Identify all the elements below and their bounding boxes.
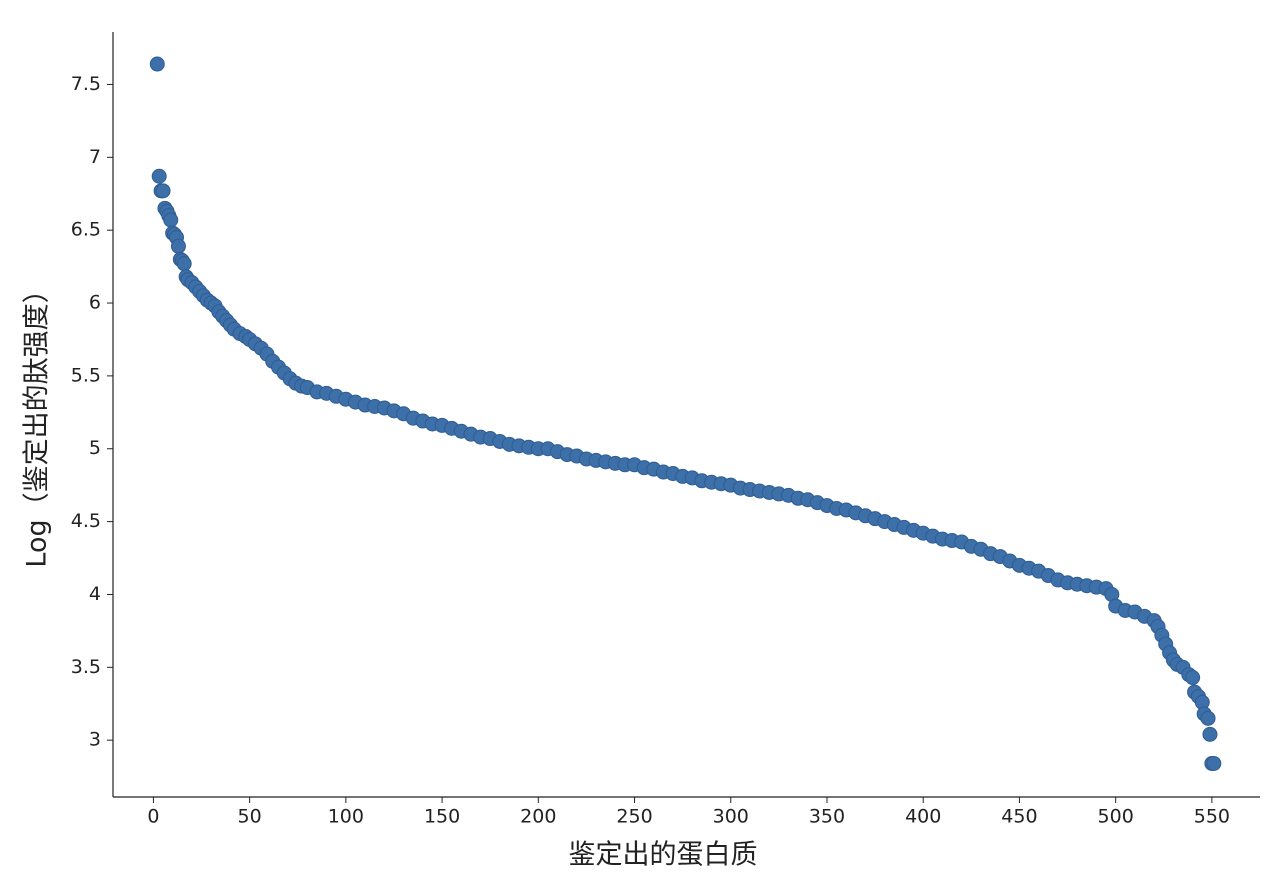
x-tick-label: 0 [147, 806, 159, 828]
y-tick-label: 5 [89, 437, 101, 459]
point [149, 56, 165, 72]
y-tick-label: 6.5 [71, 219, 101, 241]
y-tick-label: 6 [89, 292, 101, 314]
point [1202, 726, 1218, 742]
y-tick-label: 7.5 [71, 73, 101, 95]
y-tick-label: 5.5 [71, 364, 101, 386]
y-tick-label: 3.5 [71, 656, 101, 678]
y-tick-label: 3 [89, 729, 101, 751]
point [155, 183, 171, 199]
point [176, 256, 192, 272]
x-tick-label: 50 [238, 806, 262, 828]
point [170, 238, 186, 254]
x-tick-label: 250 [616, 806, 652, 828]
x-tick-label: 100 [328, 806, 364, 828]
x-tick-label: 400 [905, 806, 941, 828]
x-tick-label: 350 [809, 806, 845, 828]
y-tick-label: 7 [89, 146, 101, 168]
point [1185, 670, 1201, 686]
y-tick-label: 4.5 [71, 510, 101, 532]
x-tick-label: 550 [1194, 806, 1230, 828]
x-tick-label: 500 [1098, 806, 1134, 828]
x-tick-label: 300 [713, 806, 749, 828]
x-tick-label: 150 [424, 806, 460, 828]
point [1200, 710, 1216, 726]
point [151, 168, 167, 184]
y-tick-label: 4 [89, 583, 101, 605]
x-tick-label: 200 [520, 806, 556, 828]
x-tick-label: 450 [1001, 806, 1037, 828]
point [163, 212, 179, 228]
point [1206, 755, 1222, 771]
y-axis-title: Log（鉴定出的肽强度） [22, 276, 53, 567]
x-axis-title: 鉴定出的蛋白质 [569, 840, 758, 871]
